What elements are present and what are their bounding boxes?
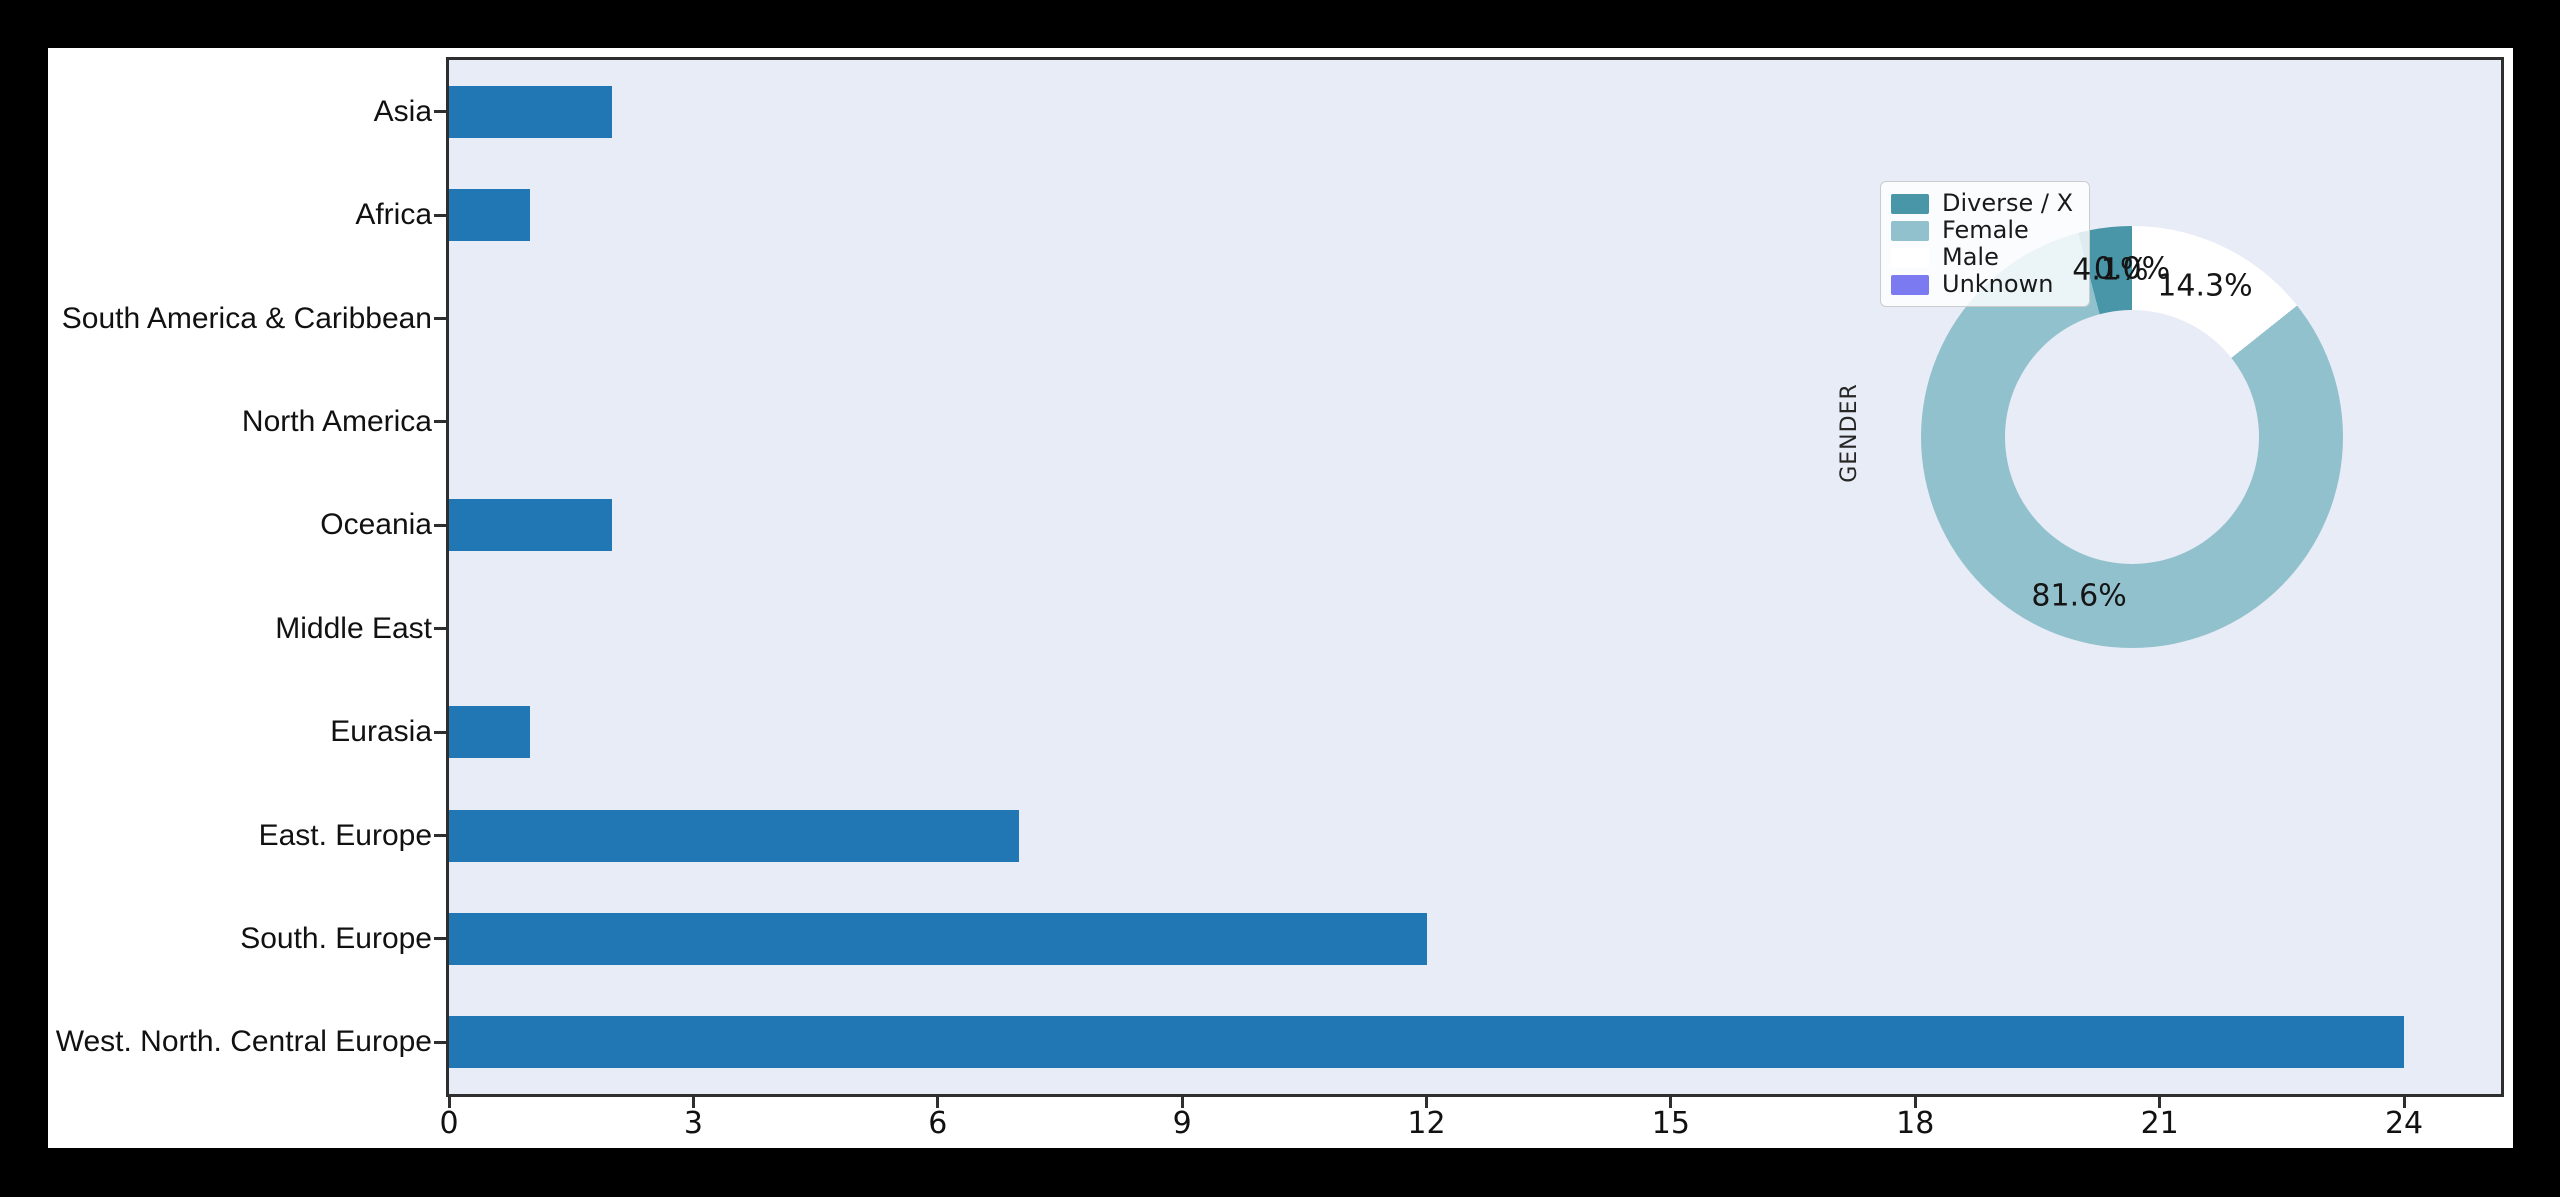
x-axis-tick bbox=[1913, 1097, 1917, 1108]
x-tick-label: 0 bbox=[439, 1106, 459, 1141]
x-tick-label: 15 bbox=[1651, 1106, 1690, 1141]
x-tick-label: 21 bbox=[2140, 1106, 2179, 1141]
legend-label: Male bbox=[1942, 243, 1999, 271]
gender-axis-label: GENDER bbox=[1837, 383, 1862, 483]
bar-eurasia bbox=[449, 706, 531, 759]
legend-row-female: Female bbox=[1891, 217, 2073, 244]
legend-swatch bbox=[1891, 220, 1929, 241]
x-axis-tick bbox=[447, 1097, 451, 1108]
x-axis-tick bbox=[1180, 1097, 1184, 1108]
y-axis-tick bbox=[434, 1040, 446, 1044]
x-tick-label: 6 bbox=[928, 1106, 948, 1141]
x-axis-tick bbox=[2402, 1097, 2406, 1108]
legend-swatch bbox=[1891, 247, 1929, 268]
pct-label-male: 14.3% bbox=[2157, 268, 2253, 304]
y-tick-label: Asia bbox=[373, 94, 432, 128]
legend-label: Female bbox=[1942, 216, 2029, 244]
pct-label-female: 81.6% bbox=[2031, 578, 2127, 614]
x-tick-label: 3 bbox=[683, 1106, 703, 1141]
y-tick-label: South. Europe bbox=[240, 921, 432, 955]
y-tick-label: West. North. Central Europe bbox=[55, 1025, 432, 1059]
gender-legend: Diverse / X Female Male Unknown bbox=[1880, 181, 2091, 307]
bar-west-north-central-europe bbox=[449, 1016, 2405, 1069]
legend-label: Diverse / X bbox=[1942, 189, 2074, 217]
y-tick-label: Oceania bbox=[320, 508, 432, 542]
donut-hole bbox=[2005, 310, 2259, 564]
y-tick-label: South America & Caribbean bbox=[61, 301, 432, 335]
y-tick-label: East. Europe bbox=[258, 818, 432, 852]
y-axis-tick bbox=[434, 937, 446, 941]
bar-east-europe bbox=[449, 809, 1020, 862]
x-axis-tick bbox=[691, 1097, 695, 1108]
legend-row-diverse-x: Diverse / X bbox=[1891, 190, 2073, 217]
x-tick-label: 12 bbox=[1407, 1106, 1446, 1141]
x-axis-tick bbox=[1669, 1097, 1673, 1108]
pct-label-diverse-x: 4.1% bbox=[2072, 252, 2149, 288]
bar-asia bbox=[449, 85, 612, 138]
x-axis-tick bbox=[2158, 1097, 2162, 1108]
y-axis-tick bbox=[434, 317, 446, 320]
y-tick-label: Africa bbox=[355, 198, 432, 232]
y-axis-tick bbox=[434, 834, 446, 837]
legend-row-unknown: Unknown bbox=[1891, 271, 2073, 298]
bar-oceania bbox=[449, 499, 612, 552]
pct-label-unknown: 0.0% bbox=[2093, 251, 2171, 287]
legend-row-male: Male bbox=[1891, 244, 2073, 271]
y-tick-label: Middle East bbox=[275, 611, 432, 645]
x-tick-label: 9 bbox=[1172, 1106, 1192, 1141]
x-tick-label: 18 bbox=[1896, 1106, 1935, 1141]
legend-label: Unknown bbox=[1942, 270, 2054, 298]
y-tick-label: Eurasia bbox=[330, 715, 432, 749]
y-axis-tick bbox=[434, 420, 446, 424]
y-axis-tick bbox=[434, 213, 446, 217]
x-axis-tick bbox=[936, 1097, 940, 1108]
y-axis-tick bbox=[434, 730, 446, 734]
bar-south-europe bbox=[449, 912, 1427, 965]
y-tick-label: North America bbox=[241, 404, 432, 438]
legend-swatch bbox=[1891, 193, 1929, 214]
x-tick-label: 24 bbox=[2384, 1106, 2424, 1141]
x-axis-tick bbox=[1425, 1097, 1429, 1108]
y-axis-tick bbox=[434, 627, 446, 631]
bar-africa bbox=[449, 189, 531, 242]
y-axis-tick bbox=[434, 110, 446, 114]
y-axis-tick bbox=[434, 523, 446, 527]
legend-swatch bbox=[1891, 274, 1929, 295]
gender-donut-chart bbox=[1921, 226, 2343, 648]
